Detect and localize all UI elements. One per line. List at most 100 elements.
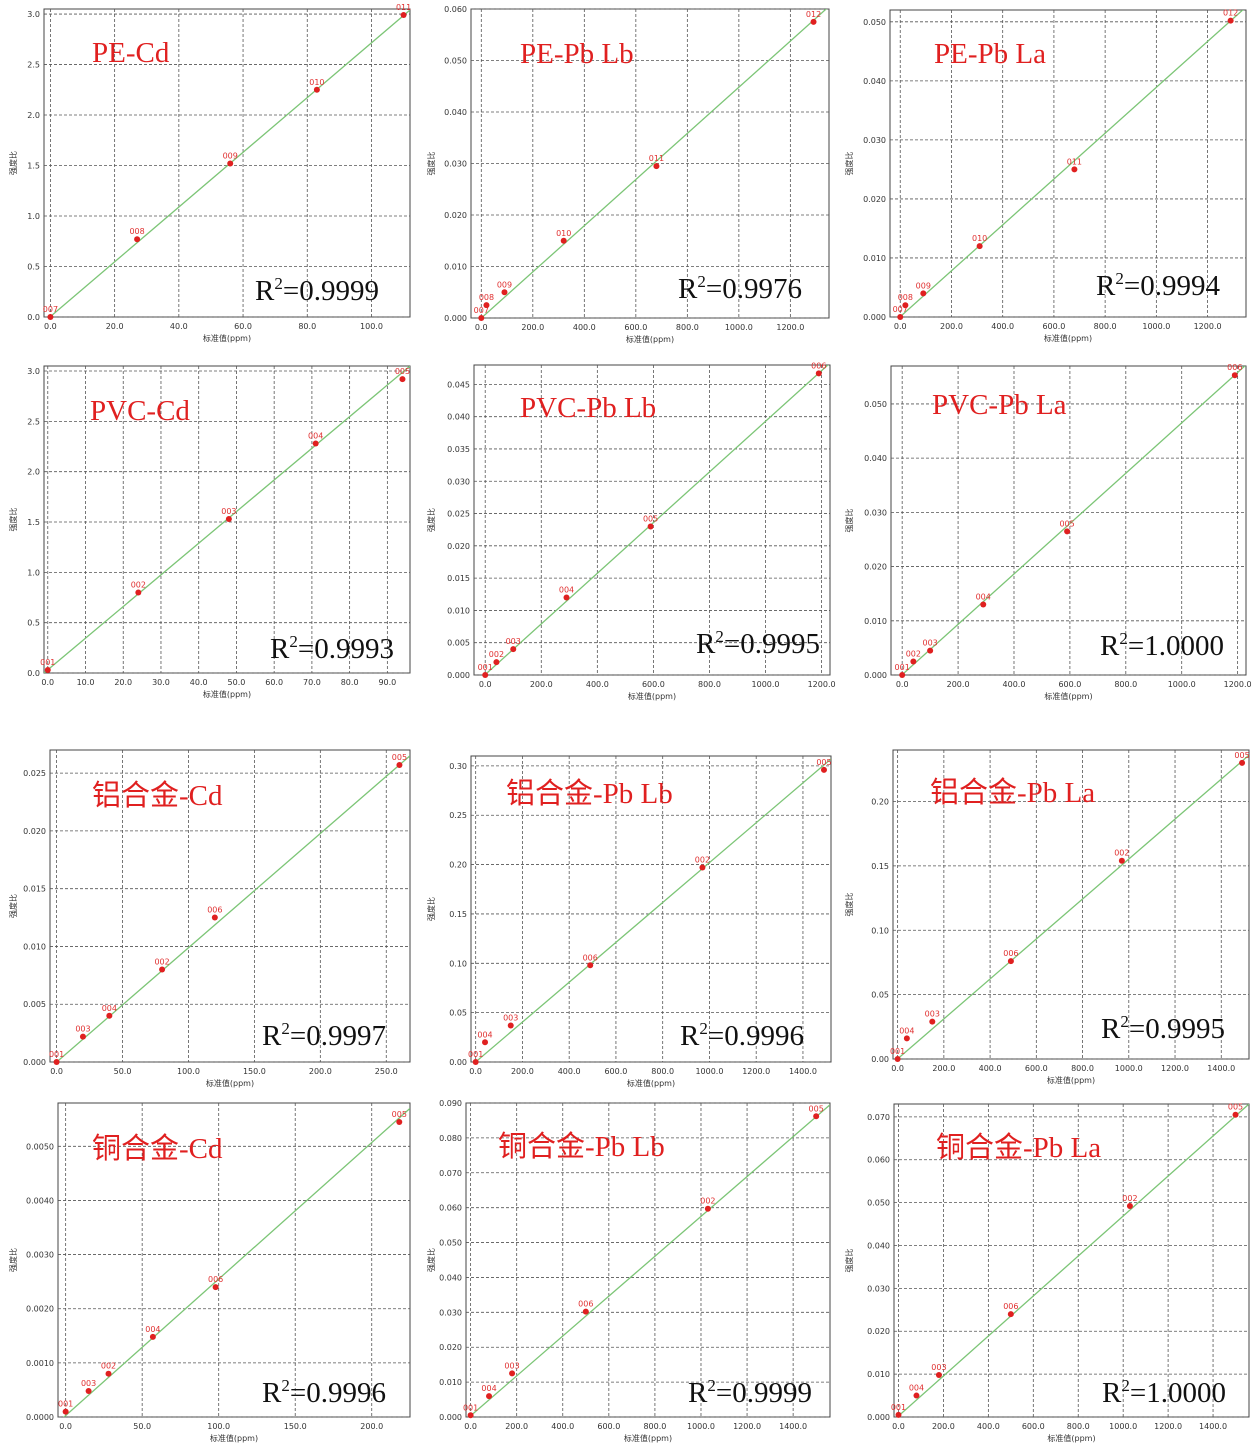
y-axis-title: 强度比 <box>844 152 854 176</box>
r2-exponent: 2 <box>274 274 283 293</box>
y-tick-label: 0.000 <box>444 314 467 323</box>
data-point <box>149 1333 156 1340</box>
x-tick-label: 0.0 <box>44 322 57 331</box>
point-label: 007 <box>43 305 58 314</box>
r2-prefix: R <box>696 628 716 660</box>
x-tick-label: 0.0 <box>475 323 488 332</box>
y-tick-label: 0.015 <box>447 574 470 583</box>
x-tick-label: 1000.0 <box>695 1067 723 1076</box>
point-label: 001 <box>468 1050 483 1059</box>
x-axis-title: 标准值(ppm) <box>1047 1075 1095 1085</box>
r2-value: 0.9996 <box>306 1377 386 1409</box>
r-squared-annotation: R2=0.9999 <box>688 1376 812 1409</box>
r2-separator: = <box>706 273 722 305</box>
x-tick-label: 1200.0 <box>742 1067 770 1076</box>
y-tick-label: 0.020 <box>444 211 467 220</box>
x-tick-label: 600.0 <box>1042 322 1065 331</box>
y-tick-label: 0.10 <box>871 926 889 935</box>
y-tick-label: 0.015 <box>23 885 46 894</box>
y-tick-label: 0.005 <box>23 1000 46 1009</box>
y-tick-label: 0.010 <box>439 1378 462 1387</box>
x-tick-label: 50.0 <box>133 1422 151 1431</box>
r2-prefix: R <box>1100 630 1120 662</box>
data-point <box>910 658 917 665</box>
r2-prefix: R <box>678 273 698 305</box>
x-tick-label: 600.0 <box>1022 1422 1045 1431</box>
point-label: 005 <box>1059 519 1074 528</box>
x-tick-label: 0.0 <box>479 680 492 689</box>
x-tick-label: 20.0 <box>114 678 132 687</box>
x-tick-label: 100.0 <box>360 322 383 331</box>
y-tick-label: 1.5 <box>27 162 40 171</box>
y-tick-label: 0.020 <box>23 827 46 836</box>
data-point <box>472 1059 479 1065</box>
point-label: 012 <box>1223 9 1238 18</box>
point-label: 007 <box>474 306 489 315</box>
chart-svg: 0.0 10.0 20.0 30.0 40.0 50.0 60.0 70.0 80.0 90.00… <box>8 365 411 699</box>
point-label: 011 <box>649 154 664 163</box>
x-tick-label: 400.0 <box>977 1422 1000 1431</box>
point-label: 005 <box>395 367 410 376</box>
r-squared-annotation: R2=0.9997 <box>262 1019 386 1052</box>
data-point <box>483 302 490 309</box>
y-tick-label: 0.15 <box>871 862 889 871</box>
y-tick-label: 0.010 <box>867 1370 890 1379</box>
data-point <box>582 1308 589 1315</box>
point-label: 001 <box>40 658 55 667</box>
y-tick-label: 0.010 <box>23 942 46 951</box>
fit-line <box>63 1107 410 1417</box>
chart-svg: 0.0 50.0 100.0 150.0 200.0 250.0 0.000 0.005 0.0… <box>8 749 411 1088</box>
chart-title: 铝合金-Pb Lb <box>506 777 673 810</box>
x-tick-label: 200.0 <box>932 1422 955 1431</box>
chart-panel: 0.0 200.0 400.0 600.0 800.0 1000.0 1200.0 0.000… <box>418 0 836 350</box>
r2-value: 0.9999 <box>732 1377 812 1409</box>
point-label: 003 <box>925 1010 940 1019</box>
x-axis-title: 标准值(ppm) <box>203 689 251 699</box>
x-tick-label: 800.0 <box>651 1067 674 1076</box>
y-axis-title: 强度比 <box>426 508 436 532</box>
x-tick-label: 200.0 <box>511 1067 534 1076</box>
point-label: 001 <box>891 1403 906 1412</box>
data-point <box>813 1113 820 1120</box>
data-point <box>501 289 508 296</box>
y-axis-title: 强度比 <box>8 1248 18 1272</box>
chart-panel: 0.0 200.0 400.0 600.0 800.0 1000.0 1200.0 0.000… <box>418 355 836 707</box>
data-point <box>400 12 407 19</box>
y-axis-title: 强度比 <box>426 152 436 176</box>
x-tick-label: 0.0 <box>892 1422 905 1431</box>
r-squared-annotation: R2=0.9995 <box>696 627 820 660</box>
y-tick-label: 0.020 <box>447 542 470 551</box>
r2-separator: = <box>1124 270 1140 302</box>
y-tick-label: 0.040 <box>863 77 886 86</box>
data-point <box>704 1205 711 1212</box>
data-point <box>1071 166 1078 173</box>
x-tick-label: 80.0 <box>298 322 316 331</box>
x-tick-label: 60.0 <box>234 322 252 331</box>
point-label: 011 <box>1067 157 1082 166</box>
x-tick-label: 1200.0 <box>1194 322 1222 331</box>
r2-separator: = <box>716 1377 732 1409</box>
data-point <box>587 962 594 969</box>
point-label: 006 <box>207 906 222 915</box>
data-point <box>53 1059 60 1065</box>
point-label: 005 <box>392 1110 407 1119</box>
y-tick-label: 0.030 <box>867 1284 890 1293</box>
chart-svg: 0.0 200.0 400.0 600.0 800.0 1000.0 1200.00.000… <box>844 363 1252 701</box>
r2-separator: = <box>1128 630 1144 662</box>
x-tick-label: 250.0 <box>375 1067 398 1076</box>
r2-prefix: R <box>680 1020 700 1052</box>
y-tick-label: 0.010 <box>444 263 467 272</box>
y-tick-label: 1.5 <box>27 518 40 527</box>
point-label: 005 <box>816 758 831 767</box>
data-point <box>212 1284 219 1291</box>
y-tick-label: 0.5 <box>27 263 40 272</box>
x-tick-label: 30.0 <box>152 678 170 687</box>
y-tick-label: 0.000 <box>23 1058 46 1067</box>
chart-title: PVC-Pb Lb <box>520 392 656 424</box>
x-axis-title: 标准值(ppm) <box>1047 1433 1095 1443</box>
x-tick-label: 800.0 <box>676 323 699 332</box>
y-tick-label: 0.060 <box>867 1156 890 1165</box>
x-tick-label: 0.0 <box>891 1064 904 1073</box>
x-tick-label: 1000.0 <box>687 1422 715 1431</box>
chart-svg: 0.0 200.0 400.0 600.0 800.0 1000.0 1200.0 1400.… <box>426 755 832 1088</box>
